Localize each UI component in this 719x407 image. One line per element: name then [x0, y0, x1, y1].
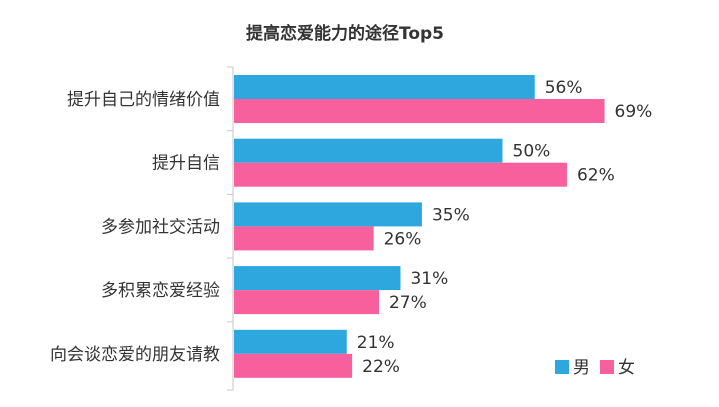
- data-label: 21%: [357, 333, 395, 353]
- legend-swatch: [555, 360, 569, 374]
- category-label: 多参加社交活动: [101, 217, 220, 237]
- bar-male: [234, 75, 535, 99]
- category-label: 向会谈恋爱的朋友请教: [50, 344, 220, 365]
- bar-female: [234, 162, 567, 187]
- bar-male: [234, 266, 401, 291]
- data-label: 27%: [389, 293, 427, 313]
- data-label: 56%: [545, 78, 583, 98]
- bar-female: [234, 226, 374, 251]
- category-label: 提升自信: [152, 154, 220, 174]
- data-label: 31%: [410, 269, 448, 289]
- data-label: 50%: [513, 142, 551, 162]
- bar-female: [234, 353, 353, 378]
- legend-label: 女: [618, 358, 635, 378]
- bar-female: [234, 290, 379, 315]
- data-label: 62%: [577, 166, 615, 186]
- legend-label: 男: [573, 358, 590, 378]
- data-label: 26%: [384, 229, 422, 249]
- chart-title: 提高恋爱能力的途径Top5: [246, 23, 444, 44]
- legend-swatch: [600, 360, 614, 374]
- data-label: 35%: [432, 205, 470, 225]
- bar-female: [234, 99, 605, 123]
- data-label: 69%: [615, 102, 653, 122]
- bar-male: [234, 329, 347, 354]
- bar-male: [234, 138, 503, 163]
- bar-male: [234, 202, 422, 227]
- data-label: 22%: [362, 357, 400, 377]
- category-label: 多积累恋爱经验: [101, 280, 220, 301]
- category-label: 提升自己的情绪价值: [67, 90, 220, 110]
